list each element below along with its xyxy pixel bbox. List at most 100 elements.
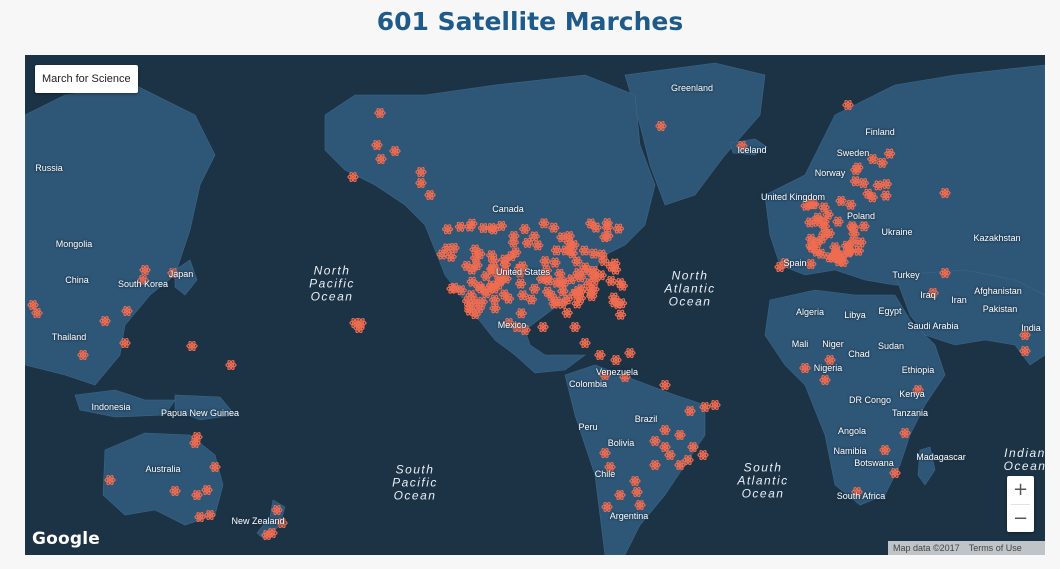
march-marker[interactable]: [486, 250, 498, 261]
march-marker[interactable]: [550, 245, 563, 256]
march-marker[interactable]: [598, 255, 610, 267]
march-marker[interactable]: [687, 441, 699, 453]
march-marker[interactable]: [699, 401, 711, 413]
march-marker[interactable]: [507, 237, 519, 248]
march-marker[interactable]: [867, 153, 879, 165]
march-marker[interactable]: [464, 305, 476, 316]
march-marker[interactable]: [805, 258, 817, 270]
march-marker[interactable]: [186, 340, 198, 352]
march-marker[interactable]: [880, 190, 892, 201]
march-marker[interactable]: [571, 298, 583, 309]
march-marker[interactable]: [225, 359, 237, 371]
march-marker[interactable]: [209, 461, 221, 473]
march-marker[interactable]: [510, 247, 522, 258]
march-marker[interactable]: [516, 261, 528, 272]
march-marker[interactable]: [561, 307, 573, 319]
march-map[interactable]: Greenland Finland Iceland Sweden Norway …: [25, 55, 1045, 555]
march-marker[interactable]: [276, 517, 288, 529]
march-marker[interactable]: [517, 290, 529, 301]
march-marker[interactable]: [605, 275, 617, 287]
march-marker[interactable]: [599, 369, 611, 381]
march-marker[interactable]: [448, 282, 460, 293]
march-marker[interactable]: [682, 454, 694, 466]
march-marker[interactable]: [899, 427, 911, 439]
march-marker[interactable]: [375, 153, 387, 165]
march-marker[interactable]: [104, 474, 116, 486]
march-marker[interactable]: [649, 435, 661, 447]
march-marker[interactable]: [189, 437, 201, 449]
march-marker[interactable]: [551, 277, 563, 288]
march-marker[interactable]: [480, 270, 492, 282]
march-marker[interactable]: [594, 349, 606, 361]
march-marker[interactable]: [569, 321, 581, 333]
march-marker[interactable]: [389, 145, 401, 157]
march-marker[interactable]: [842, 99, 854, 111]
march-marker[interactable]: [818, 227, 831, 239]
march-marker[interactable]: [548, 222, 560, 233]
march-marker[interactable]: [599, 447, 611, 459]
march-marker[interactable]: [810, 246, 823, 257]
march-marker[interactable]: [554, 268, 566, 279]
march-marker[interactable]: [604, 461, 616, 473]
march-marker[interactable]: [466, 264, 478, 275]
march-marker[interactable]: [889, 467, 901, 479]
march-marker[interactable]: [505, 251, 517, 262]
march-marker[interactable]: [659, 379, 671, 391]
march-marker[interactable]: [169, 485, 181, 497]
march-marker[interactable]: [835, 195, 847, 207]
march-marker[interactable]: [601, 501, 613, 513]
march-marker[interactable]: [571, 256, 583, 267]
march-marker[interactable]: [849, 176, 862, 187]
march-marker[interactable]: [858, 221, 870, 232]
march-marker[interactable]: [876, 157, 888, 169]
march-marker[interactable]: [445, 251, 457, 262]
march-marker[interactable]: [634, 499, 646, 511]
march-marker[interactable]: [541, 286, 554, 297]
march-marker[interactable]: [204, 509, 216, 521]
march-marker[interactable]: [540, 265, 553, 276]
march-marker[interactable]: [489, 294, 501, 305]
march-marker[interactable]: [261, 529, 273, 541]
march-marker[interactable]: [119, 337, 131, 349]
march-marker[interactable]: [609, 264, 622, 275]
march-marker[interactable]: [515, 278, 527, 289]
march-marker[interactable]: [532, 240, 544, 251]
march-marker[interactable]: [538, 218, 550, 229]
march-marker[interactable]: [774, 261, 786, 273]
march-marker[interactable]: [466, 218, 478, 229]
march-marker[interactable]: [487, 264, 499, 275]
march-marker[interactable]: [612, 298, 624, 310]
march-marker[interactable]: [565, 274, 578, 285]
march-marker[interactable]: [799, 362, 811, 374]
march-marker[interactable]: [521, 237, 534, 249]
march-marker[interactable]: [614, 489, 626, 501]
zoom-out-button[interactable]: −: [1007, 505, 1034, 533]
march-marker[interactable]: [674, 429, 686, 441]
march-marker[interactable]: [879, 444, 891, 456]
march-marker[interactable]: [499, 266, 511, 277]
march-marker[interactable]: [816, 233, 828, 244]
march-marker[interactable]: [31, 307, 43, 319]
zoom-in-button[interactable]: +: [1007, 476, 1034, 504]
march-for-science-button[interactable]: March for Science: [35, 65, 138, 93]
march-marker[interactable]: [649, 459, 661, 471]
march-marker[interactable]: [470, 252, 482, 264]
march-marker[interactable]: [709, 399, 721, 411]
march-marker[interactable]: [537, 321, 549, 333]
march-marker[interactable]: [883, 148, 896, 159]
march-marker[interactable]: [659, 441, 671, 453]
march-marker[interactable]: [528, 231, 540, 242]
march-marker[interactable]: [578, 245, 591, 256]
march-marker[interactable]: [655, 120, 667, 132]
march-marker[interactable]: [194, 511, 206, 523]
march-marker[interactable]: [519, 324, 531, 336]
terms-of-use-link[interactable]: Terms of Use: [968, 543, 1022, 553]
march-marker[interactable]: [697, 449, 709, 461]
march-marker[interactable]: [659, 424, 671, 436]
march-marker[interactable]: [511, 321, 523, 333]
march-marker[interactable]: [559, 245, 572, 256]
march-marker[interactable]: [347, 171, 359, 183]
march-marker[interactable]: [818, 202, 830, 213]
march-marker[interactable]: [473, 302, 485, 314]
march-marker[interactable]: [484, 282, 496, 294]
